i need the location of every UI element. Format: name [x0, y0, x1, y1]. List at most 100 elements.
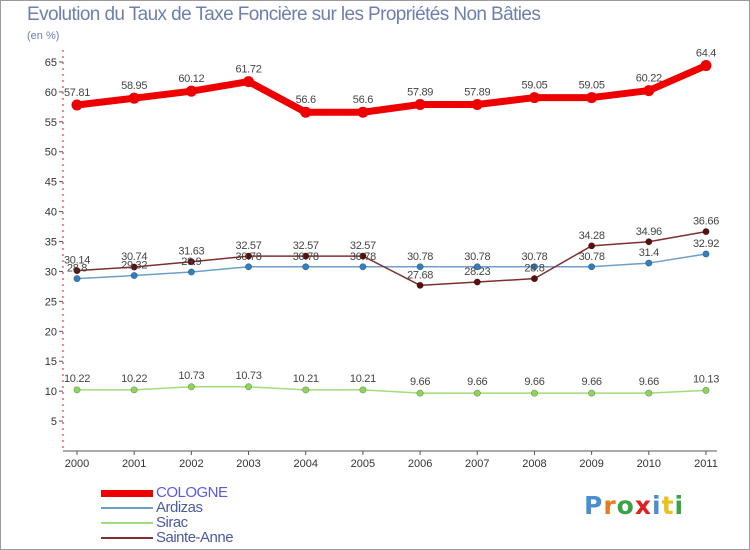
data-label: 10.22	[121, 373, 147, 385]
data-point	[416, 389, 424, 397]
x-tick-label: 2010	[637, 458, 661, 470]
data-point	[245, 252, 253, 260]
data-label: 59.05	[521, 80, 547, 92]
x-tick-label: 2011	[694, 458, 718, 470]
data-point	[645, 259, 653, 267]
data-point	[414, 99, 426, 111]
data-point	[185, 85, 197, 97]
brand-letter: i	[674, 491, 685, 520]
data-point	[300, 106, 312, 118]
data-label: 30.78	[464, 251, 490, 263]
data-label: 32.92	[693, 238, 719, 250]
data-point	[473, 278, 481, 286]
brand-letter: t	[661, 491, 675, 520]
data-point	[359, 252, 367, 260]
data-label: 60.12	[178, 73, 204, 85]
legend-label: Ardizas	[156, 499, 203, 516]
data-label: 9.66	[524, 376, 544, 388]
legend-swatch	[101, 507, 153, 509]
legend-label: COLOGNE	[156, 484, 228, 501]
data-label: 64.4	[696, 48, 716, 60]
data-label: 34.28	[579, 230, 605, 242]
data-label: 31.63	[178, 246, 204, 258]
chart-title: Evolution du Taux de Taxe Foncière sur l…	[27, 4, 541, 25]
data-point	[588, 263, 596, 271]
data-label: 30.78	[579, 251, 605, 263]
data-point	[588, 242, 596, 250]
data-point	[416, 281, 424, 289]
data-label: 10.21	[293, 373, 319, 385]
data-point	[302, 386, 310, 394]
data-label: 30.78	[521, 251, 547, 263]
data-point	[473, 389, 481, 397]
x-tick-label: 2004	[293, 458, 317, 470]
data-label: 34.96	[636, 226, 662, 238]
data-point	[130, 272, 138, 280]
brand-letter: P	[584, 491, 604, 520]
legend-swatch	[101, 537, 153, 539]
data-label: 32.57	[236, 240, 262, 252]
data-label: 28.8	[524, 263, 544, 275]
data-point	[643, 85, 655, 97]
data-label: 56.6	[353, 94, 373, 106]
data-point	[187, 268, 195, 276]
data-label: 56.6	[296, 94, 316, 106]
data-label: 30.74	[121, 251, 147, 263]
data-point	[645, 389, 653, 397]
x-tick-label: 2003	[236, 458, 260, 470]
data-label: 29.9	[181, 256, 201, 268]
data-point	[302, 263, 310, 271]
data-point	[588, 389, 596, 397]
data-label: 58.95	[121, 80, 147, 92]
data-point	[702, 250, 710, 258]
data-point	[73, 275, 81, 283]
data-label: 28.8	[67, 263, 87, 275]
data-label: 31.4	[639, 247, 659, 259]
data-point	[187, 383, 195, 391]
data-label: 9.66	[467, 376, 487, 388]
series-line-sainte-anne	[76, 230, 707, 287]
series-line-cologne	[73, 62, 710, 116]
brand-letter: r	[603, 491, 617, 520]
brand-letter: x	[634, 491, 652, 520]
data-point	[130, 386, 138, 394]
x-tick-label: 2002	[179, 458, 203, 470]
legend-label: Sainte-Anne	[156, 529, 234, 546]
data-point	[243, 76, 255, 88]
y-tick-label: 20	[45, 326, 57, 338]
data-label: 30.78	[236, 251, 262, 263]
data-label: 30.78	[350, 251, 376, 263]
data-label: 10.73	[236, 370, 262, 382]
data-point	[130, 263, 138, 271]
data-label: 9.66	[639, 376, 659, 388]
unit-label: (en %)	[27, 30, 60, 42]
data-label: 10.13	[693, 373, 719, 385]
data-point	[530, 263, 538, 271]
y-tick-label: 5	[51, 416, 57, 428]
y-tick-label: 50	[45, 147, 57, 159]
data-point	[416, 263, 424, 271]
data-point	[73, 267, 81, 275]
x-tick-label: 2008	[522, 458, 546, 470]
data-point	[700, 60, 712, 72]
data-label: 30.78	[407, 251, 433, 263]
data-point	[528, 92, 540, 104]
x-tick-label: 2009	[579, 458, 603, 470]
data-label: 27.68	[407, 269, 433, 281]
data-point	[530, 389, 538, 397]
y-tick-label: 15	[45, 356, 57, 368]
data-point	[702, 228, 710, 236]
series-line-ardizas	[76, 253, 707, 280]
data-point	[302, 252, 310, 260]
x-tick-label: 2000	[65, 458, 89, 470]
data-point	[586, 92, 598, 104]
y-tick-label: 60	[45, 87, 57, 99]
data-label: 60.22	[636, 73, 662, 85]
y-tick-label: 45	[45, 177, 57, 189]
x-tick-label: 2007	[465, 458, 489, 470]
data-label: 30.78	[293, 251, 319, 263]
data-point	[187, 258, 195, 266]
data-point	[128, 92, 140, 104]
data-label: 9.66	[582, 376, 602, 388]
